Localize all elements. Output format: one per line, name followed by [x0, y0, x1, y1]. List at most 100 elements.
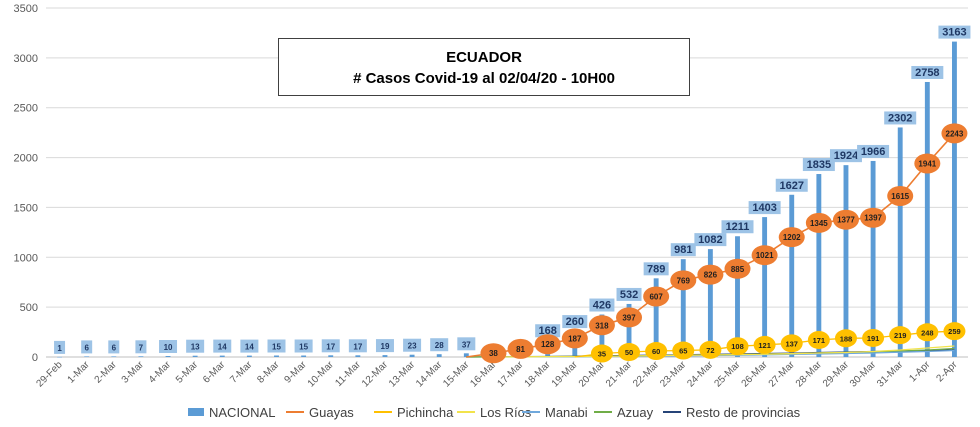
bar-label: 168 [538, 325, 556, 337]
pichincha-label: 50 [625, 348, 633, 357]
bar-nacional [653, 278, 659, 357]
bar-label: 7 [139, 343, 144, 352]
bar-label-box [616, 287, 642, 301]
bar-label-box [457, 337, 476, 351]
bar-label-box [562, 315, 588, 329]
guayas-label: 1397 [864, 214, 882, 223]
pichincha-label: 35 [598, 350, 606, 359]
legend-label: Resto de provincias [686, 404, 801, 420]
guayas-label-marker [534, 334, 561, 355]
bar-label-box [911, 65, 944, 79]
bar-nacional [735, 236, 740, 357]
pichincha-label: 191 [867, 334, 880, 343]
bar-label: 15 [299, 343, 308, 352]
bar-label: 13 [191, 343, 200, 352]
bar-label: 6 [84, 343, 89, 352]
guayas-label-marker [887, 185, 914, 206]
bar-nacional [382, 355, 388, 357]
pichincha-label-marker [780, 334, 803, 353]
y-tick-label: 3500 [14, 3, 38, 15]
bar-nacional [57, 356, 62, 358]
bar-label-box [321, 339, 340, 353]
y-axis: 0 500 1000 1500 2000 2500 3000 3500 [14, 3, 38, 364]
x-tick-label: 10-Mar [306, 359, 337, 390]
pichincha-label-marker [726, 337, 749, 356]
bar-nacional [111, 356, 117, 357]
pichincha-label: 121 [758, 341, 771, 350]
pichincha-label: 188 [840, 334, 853, 343]
bar-nacional [707, 249, 713, 357]
x-tick-label: 2-Mar [93, 359, 120, 386]
bar-label-box [884, 111, 917, 125]
x-tick-label: 25-Mar [712, 359, 743, 390]
bar-label: 260 [566, 316, 584, 328]
bar-label: 1966 [861, 146, 885, 158]
bar-nacional [599, 314, 605, 357]
guayas-label-marker [914, 153, 941, 174]
guayas-label-marker [778, 227, 805, 248]
guayas-label-marker [697, 264, 724, 285]
pichincha-label: 72 [706, 346, 714, 355]
bar-nacional [952, 41, 957, 358]
x-tick-label: 28-Mar [794, 359, 825, 390]
bar-label: 981 [674, 244, 692, 256]
bar-label: 19 [381, 342, 390, 351]
x-tick-label: 26-Mar [740, 359, 771, 390]
chart-subtitle: # Casos Covid-19 al 02/04/20 - 10H00 [353, 70, 615, 87]
x-tick-label: 1-Mar [66, 359, 93, 386]
guayas-label: 1202 [783, 233, 801, 242]
bar-nacional [463, 353, 469, 357]
bar-label-box [829, 149, 862, 163]
guayas-label: 1615 [891, 192, 909, 201]
line-los-r-os [493, 345, 955, 358]
bar-label: 1211 [726, 221, 750, 233]
bar-nacional [843, 165, 849, 357]
bar-nacional [274, 355, 279, 357]
legend-label: Manabi [545, 404, 588, 420]
guayas-label: 81 [516, 345, 525, 354]
bar-label: 1 [57, 344, 62, 353]
legend-label: NACIONAL [209, 404, 276, 420]
legend-swatch [663, 411, 681, 413]
legend-swatch [522, 411, 540, 413]
legend-item-los-r-os: Los Ríos [457, 402, 531, 422]
legend-label: Guayas [309, 404, 354, 420]
bar-label-box [213, 339, 232, 353]
x-tick-label: 4-Mar [147, 359, 174, 386]
pichincha-label-marker [699, 340, 722, 359]
legend-swatch [188, 408, 204, 416]
pichincha-label-marker [590, 344, 613, 363]
bar-label: 28 [435, 341, 444, 350]
x-tick-label: 14-Mar [414, 359, 445, 390]
legend-swatch [374, 411, 392, 413]
bar-nacional [897, 127, 903, 357]
bar-label-box [108, 340, 120, 354]
bar-label: 14 [218, 343, 227, 352]
legend-label: Los Ríos [480, 404, 532, 420]
legend-item-pichincha: Pichincha [374, 402, 453, 422]
bar-label-box [938, 25, 971, 39]
bar-nacional [762, 217, 768, 357]
bar-label-box [721, 220, 754, 234]
x-tick-label: 30-Mar [848, 359, 879, 390]
bar-nacional [246, 355, 252, 357]
pichincha-label-marker [618, 343, 641, 362]
x-tick-label: 29-Feb [34, 359, 64, 389]
bar-label-box [186, 339, 205, 353]
x-tick-label: 11-Mar [333, 359, 363, 389]
bar-nacional [626, 303, 632, 357]
pichincha-label: 259 [948, 327, 961, 336]
x-tick-label: 20-Mar [577, 359, 608, 390]
y-tick-label: 0 [32, 352, 38, 364]
guayas-label-marker [643, 286, 670, 307]
x-tick-label: 21-Mar [604, 359, 635, 390]
guayas-label: 128 [541, 340, 555, 349]
bar-label-box [430, 338, 449, 352]
guayas-label-marker [670, 270, 697, 291]
guayas-label: 1377 [837, 216, 855, 225]
bar-label: 1924 [834, 150, 859, 162]
bar-label-box [348, 339, 367, 353]
guayas-label: 1941 [918, 159, 936, 168]
bar-nacional [409, 354, 415, 357]
bar-label-box [159, 340, 178, 354]
